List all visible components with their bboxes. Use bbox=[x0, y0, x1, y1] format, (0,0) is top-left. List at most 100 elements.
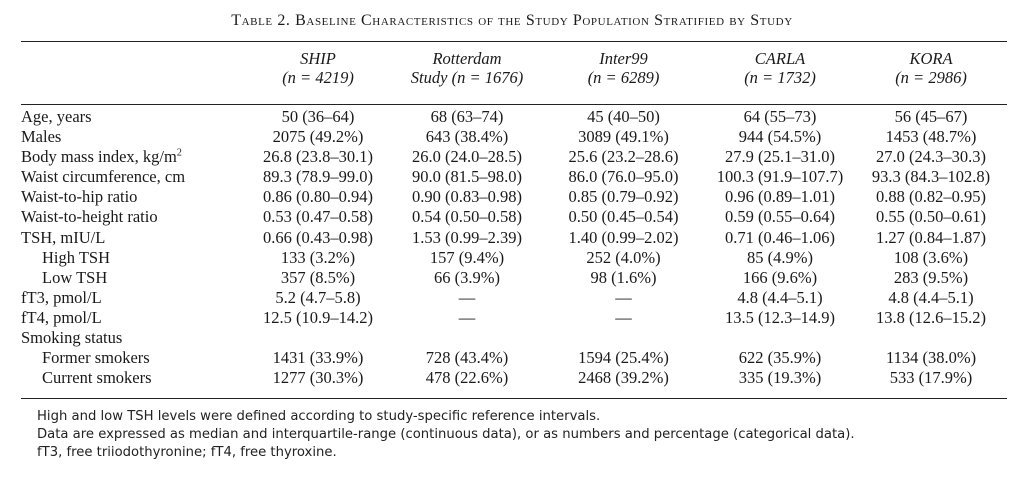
table-row: Smoking status bbox=[21, 328, 1007, 348]
top-rule bbox=[21, 41, 1007, 42]
table-cell: 85 (4.9%) bbox=[747, 247, 813, 267]
table-cell: 68 (63–74) bbox=[430, 107, 504, 126]
column-header: CARLA (n = 1732) bbox=[744, 49, 816, 87]
table-cell: 3089 (49.1%) bbox=[578, 127, 669, 147]
row-label: fT4, pmol/L bbox=[21, 307, 102, 327]
table-cell bbox=[855, 328, 1007, 348]
table-row: Waist-to-hip ratio 0.86 (0.80–0.94) 0.90 (… bbox=[21, 187, 1007, 207]
table-cell: 1.27 (0.84–1.87) bbox=[876, 227, 986, 247]
table-cell: 1594 (25.4%) bbox=[578, 348, 669, 368]
table-cell: 0.59 (0.55–0.64) bbox=[725, 207, 835, 227]
table-cell: 25.6 (23.2–28.6) bbox=[568, 147, 679, 167]
table-cell: 27.0 (24.3–30.3) bbox=[876, 147, 986, 167]
header-row: SHIP (n = 4219) Rotterdam Study (n = 1676)… bbox=[21, 49, 1007, 107]
row-label: Smoking status bbox=[21, 328, 123, 348]
table-cell: 12.5 (10.9–14.2) bbox=[263, 307, 373, 327]
table-cell: 90.0 (81.5–98.0) bbox=[412, 167, 522, 187]
table-cell: 1453 (48.7%) bbox=[885, 127, 977, 147]
table-cell: 0.86 (0.80–0.94) bbox=[263, 187, 373, 207]
table-cell: 252 (4.0%) bbox=[586, 247, 661, 267]
header-rule bbox=[21, 104, 1007, 105]
row-label: fT3, pmol/L bbox=[21, 287, 102, 307]
table-cell bbox=[542, 328, 705, 348]
table-cell: 1.53 (0.99–2.39) bbox=[412, 227, 522, 247]
table-cell: 26.0 (24.0–28.5) bbox=[412, 147, 522, 167]
table-cell: 5.2 (4.7–5.8) bbox=[275, 287, 361, 307]
table-title: Table 2. Baseline Characteristics of the… bbox=[231, 12, 793, 29]
column-header: Rotterdam Study (n = 1676) bbox=[410, 49, 524, 87]
row-label: Waist-to-hip ratio bbox=[21, 187, 138, 207]
bottom-rule bbox=[21, 398, 1007, 399]
table-cell: 283 (9.5%) bbox=[893, 267, 969, 287]
column-header: Inter99 (n = 6289) bbox=[587, 49, 660, 87]
table-cell: 100.3 (91.9–107.7) bbox=[716, 167, 844, 187]
table-cell: 26.8 (23.8–30.1) bbox=[263, 147, 373, 167]
table-cell: 1134 (38.0%) bbox=[885, 348, 977, 368]
footnote: Data are expressed as median and interqu… bbox=[37, 427, 855, 442]
row-label: Waist-to-height ratio bbox=[21, 207, 158, 227]
footnote: High and low TSH levels were defined acc… bbox=[37, 409, 601, 424]
table-cell: 0.71 (0.46–1.06) bbox=[725, 227, 835, 247]
column-header: KORA (n = 2986) bbox=[895, 49, 967, 87]
table-cell: — bbox=[615, 287, 632, 307]
row-label: Current smokers bbox=[42, 368, 152, 388]
table-row: Current smokers 1277 (30.3%) 478 (22.6%) 24… bbox=[21, 368, 1007, 388]
table-cell: 56 (45–67) bbox=[894, 107, 968, 126]
table-cell: 728 (43.4%) bbox=[425, 348, 509, 368]
table-cell: 4.8 (4.4–5.1) bbox=[737, 287, 823, 307]
table-cell: 45 (40–50) bbox=[587, 107, 660, 126]
footnote: fT3, free triiodothyronine; fT4, free th… bbox=[37, 445, 337, 460]
table-cell: 335 (19.3%) bbox=[738, 368, 822, 388]
footnotes: High and low TSH levels were defined acc… bbox=[37, 408, 855, 462]
row-label: High TSH bbox=[42, 247, 110, 267]
table-cell: 357 (8.5%) bbox=[280, 267, 356, 287]
table-cell: 0.50 (0.45–0.54) bbox=[568, 207, 679, 227]
row-label: Waist circumference, cm bbox=[21, 167, 186, 187]
table-cell: 98 (1.6%) bbox=[590, 267, 657, 287]
table-cell: 157 (9.4%) bbox=[429, 247, 505, 267]
table-cell: 643 (38.4%) bbox=[425, 127, 509, 147]
table-cell: 66 (3.9%) bbox=[434, 267, 500, 287]
table-cell: 0.55 (0.50–0.61) bbox=[876, 207, 986, 227]
column-header: SHIP (n = 4219) bbox=[282, 49, 354, 87]
table-row: fT3, pmol/L 5.2 (4.7–5.8) — — 4.8 (4.4–5.1) 4… bbox=[21, 288, 1007, 308]
table-body: Age, years 50 (36–64) 68 (63–74) 45 (40–50)… bbox=[21, 107, 1007, 388]
table-row: High TSH 133 (3.2%) 157 (9.4%) 252 (4.0%) 85… bbox=[21, 248, 1007, 268]
table-cell: 1277 (30.3%) bbox=[272, 368, 364, 388]
row-label: Low TSH bbox=[42, 267, 108, 287]
table-cell: 4.8 (4.4–5.1) bbox=[888, 287, 974, 307]
table-cell: 89.3 (78.9–99.0) bbox=[263, 167, 373, 187]
table-cell: 944 (54.5%) bbox=[738, 127, 822, 147]
table-cell: 1.40 (0.99–2.02) bbox=[568, 227, 679, 247]
table-row: Low TSH 357 (8.5%) 66 (3.9%) 98 (1.6%) 166 (… bbox=[21, 268, 1007, 288]
table-cell: 27.9 (25.1–31.0) bbox=[725, 147, 835, 167]
table-cell: 93.3 (84.3–102.8) bbox=[871, 167, 991, 187]
table-cell: 0.66 (0.43–0.98) bbox=[263, 227, 373, 247]
table-row: Former smokers 1431 (33.9%) 728 (43.4%) 159… bbox=[21, 348, 1007, 368]
table-cell: 1431 (33.9%) bbox=[272, 348, 364, 368]
row-label: Former smokers bbox=[42, 348, 150, 368]
table-cell bbox=[392, 328, 542, 348]
table-cell: 166 (9.6%) bbox=[742, 267, 818, 287]
table-cell: 478 (22.6%) bbox=[425, 368, 509, 388]
row-label: Males bbox=[21, 127, 62, 147]
table-cell: 622 (35.9%) bbox=[738, 348, 822, 368]
table-cell: 0.90 (0.83–0.98) bbox=[412, 187, 522, 207]
row-label: TSH, mIU/L bbox=[21, 227, 106, 247]
table-row: Males 2075 (49.2%) 643 (38.4%) 3089 (49.1%)… bbox=[21, 127, 1007, 147]
table-cell: 86.0 (76.0–95.0) bbox=[568, 167, 679, 187]
table-cell: 13.8 (12.6–15.2) bbox=[876, 307, 986, 327]
table-cell: 50 (36–64) bbox=[281, 107, 355, 126]
table-cell bbox=[244, 328, 392, 348]
table-row: Body mass index, kg/m2 26.8 (23.8–30.1) 26… bbox=[21, 147, 1007, 167]
table-cell: — bbox=[458, 287, 476, 307]
table-cell: 133 (3.2%) bbox=[280, 247, 356, 267]
table-cell: 0.88 (0.82–0.95) bbox=[876, 187, 986, 207]
row-label: Age, years bbox=[21, 107, 92, 126]
baseline-characteristics-table: SHIP (n = 4219) Rotterdam Study (n = 1676)… bbox=[21, 49, 1007, 388]
table-cell: 0.96 (0.89–1.01) bbox=[725, 187, 835, 207]
table-cell: 0.85 (0.79–0.92) bbox=[568, 187, 679, 207]
header-blank bbox=[21, 49, 244, 107]
table-cell: 0.53 (0.47–0.58) bbox=[263, 207, 373, 227]
